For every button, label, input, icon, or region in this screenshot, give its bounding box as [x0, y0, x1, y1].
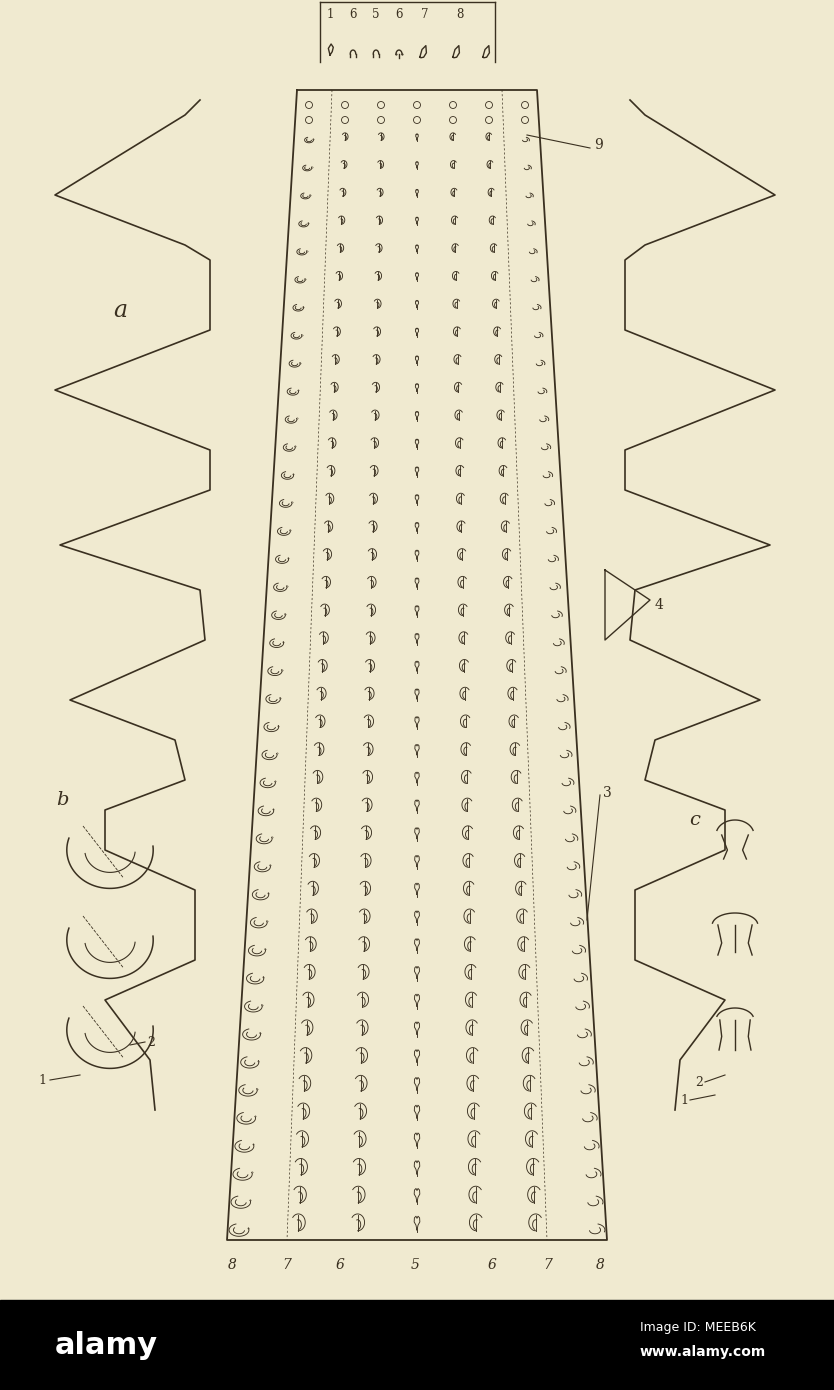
Text: 6: 6	[349, 8, 357, 21]
Text: 1: 1	[38, 1073, 46, 1087]
Text: 7: 7	[421, 8, 429, 21]
Text: 2: 2	[147, 1036, 155, 1048]
Text: alamy: alamy	[55, 1330, 158, 1359]
Text: 6: 6	[488, 1258, 496, 1272]
Bar	[0, 1300, 834, 1390]
Text: c: c	[690, 810, 701, 828]
Text: 1: 1	[326, 8, 334, 21]
Text: 9: 9	[594, 138, 603, 152]
Text: 1: 1	[680, 1094, 688, 1106]
Text: b: b	[56, 791, 68, 809]
Text: 5: 5	[372, 8, 379, 21]
Text: 7: 7	[283, 1258, 291, 1272]
Text: 6: 6	[335, 1258, 344, 1272]
Text: 4: 4	[655, 598, 664, 612]
Text: www.alamy.com: www.alamy.com	[640, 1346, 766, 1359]
Text: 8: 8	[456, 8, 464, 21]
Text: 8: 8	[595, 1258, 605, 1272]
Text: 7: 7	[544, 1258, 552, 1272]
Text: 6: 6	[395, 8, 403, 21]
Text: Image ID: MEEB6K: Image ID: MEEB6K	[640, 1322, 756, 1334]
Text: 3: 3	[603, 785, 612, 801]
Text: 5: 5	[410, 1258, 420, 1272]
Text: 8: 8	[228, 1258, 236, 1272]
Text: 2: 2	[695, 1076, 703, 1088]
Text: a: a	[113, 299, 127, 321]
